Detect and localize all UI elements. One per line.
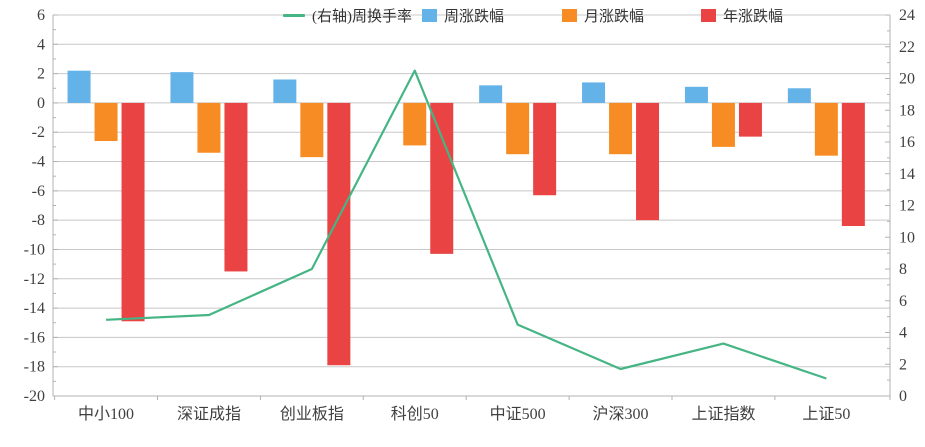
x-axis-category-label: 深证成指 (177, 405, 241, 423)
bar-月涨跌幅-上证指数 (711, 102, 735, 147)
right-axis-tick-label: 22 (899, 39, 915, 56)
right-axis-tick-label: 8 (899, 261, 907, 278)
bar-年涨跌幅-中证500 (533, 102, 557, 196)
right-axis-tick-label: 18 (899, 102, 915, 119)
left-axis-tick-label: 2 (37, 66, 45, 83)
right-axis-tick-label: 14 (899, 166, 915, 183)
bar-年涨跌幅-科创50 (430, 102, 454, 254)
bar-年涨跌幅-深证成指 (224, 102, 248, 272)
bar-月涨跌幅-创业板指 (300, 102, 324, 158)
right-axis-tick-label: 2 (899, 356, 907, 373)
x-axis-category-label: 上证指数 (691, 405, 755, 423)
legend-color-swatch (562, 8, 577, 22)
left-axis-tick-label: -2 (32, 124, 45, 141)
legend-label: (右轴)周换手率 (312, 8, 412, 25)
bar-年涨跌幅-上证指数 (738, 102, 762, 137)
left-axis-tick-label: -8 (32, 212, 45, 229)
right-axis-tick-label: 16 (899, 134, 915, 151)
bar-月涨跌幅-中小100 (94, 102, 118, 142)
x-axis-category-label: 上证50 (802, 405, 850, 423)
bar-月涨跌幅-上证50 (814, 102, 838, 156)
legend-item-(右轴)周换手率: (右轴)周换手率 (283, 3, 412, 27)
legend-item-周涨跌幅: 周涨跌幅 (422, 3, 504, 27)
x-axis-category-label: 创业板指 (280, 405, 344, 423)
x-axis-category-label: 中证500 (490, 405, 546, 423)
turnover-line (105, 69, 827, 380)
left-axis-tick-label: 6 (37, 7, 45, 24)
right-axis-tick-label: 4 (899, 325, 907, 342)
bar-周涨跌幅-创业板指 (273, 79, 297, 103)
bar-年涨跌幅-沪深300 (636, 102, 660, 221)
bar-年涨跌幅-中小100 (121, 102, 145, 322)
legend-item-月涨跌幅: 月涨跌幅 (562, 3, 644, 27)
bar-周涨跌幅-中小100 (67, 70, 91, 103)
right-axis-tick-label: 24 (899, 7, 915, 24)
left-axis-tick-label: -6 (32, 183, 45, 200)
right-axis-tick-label: 6 (899, 293, 907, 310)
bar-周涨跌幅-上证50 (787, 88, 811, 103)
bar-周涨跌幅-中证500 (479, 85, 503, 103)
bar-周涨跌幅-上证指数 (684, 86, 708, 103)
left-axis-tick-label: -4 (32, 154, 45, 171)
legend-item-年涨跌幅: 年涨跌幅 (701, 3, 783, 27)
right-axis-tick-label: 20 (899, 71, 915, 88)
left-axis-tick-label: 0 (37, 95, 45, 112)
x-axis-category-label: 沪深300 (593, 405, 649, 423)
left-axis-tick-label: -18 (24, 359, 45, 376)
legend-line-swatch (283, 13, 305, 17)
legend-color-swatch (422, 8, 437, 22)
bar-年涨跌幅-创业板指 (327, 102, 351, 366)
bar-月涨跌幅-深证成指 (197, 102, 221, 153)
left-axis-tick-label: -14 (24, 300, 45, 317)
legend-label: 月涨跌幅 (584, 8, 645, 25)
legend-color-swatch (701, 8, 716, 22)
left-axis-tick-label: -16 (24, 329, 45, 346)
right-axis-tick-label: 10 (899, 229, 915, 246)
chart-legend: (右轴)周换手率 周涨跌幅 月涨跌幅 年涨跌幅 (0, 3, 925, 27)
bar-月涨跌幅-沪深300 (609, 102, 633, 155)
bar-月涨跌幅-中证500 (506, 102, 530, 155)
bar-年涨跌幅-上证50 (841, 102, 865, 227)
bar-周涨跌幅-沪深300 (582, 82, 606, 103)
bar-月涨跌幅-科创50 (403, 102, 427, 146)
left-axis-tick-label: -10 (24, 241, 45, 258)
x-axis-category-label: 科创50 (391, 405, 439, 423)
x-axis-category-label: 中小100 (78, 405, 134, 423)
bar-周涨跌幅-深证成指 (170, 72, 194, 103)
left-axis-tick-label: 4 (37, 36, 45, 53)
legend-label: 周涨跌幅 (444, 8, 505, 25)
right-axis-tick-label: 0 (899, 388, 907, 405)
right-axis-tick-label: 12 (899, 198, 915, 215)
left-axis-tick-label: -12 (24, 271, 45, 288)
left-axis-tick-label: -20 (24, 388, 45, 405)
legend-label: 年涨跌幅 (723, 8, 784, 25)
